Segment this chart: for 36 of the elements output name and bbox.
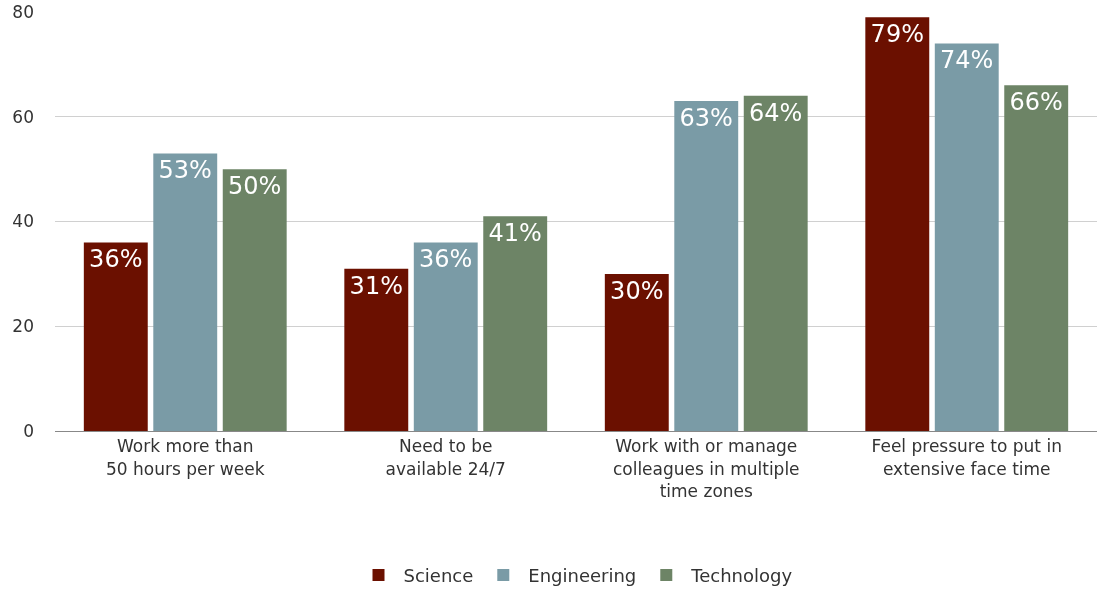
data-label: 74% [940, 46, 994, 75]
x-tick-label: Work with or manage colleagues in multiple time zones [612, 436, 800, 501]
data-label: 53% [158, 156, 212, 185]
bar [483, 216, 548, 431]
bar [153, 153, 218, 431]
data-label: 66% [1009, 88, 1063, 117]
data-label: 30% [610, 276, 664, 305]
bar [1004, 85, 1069, 431]
legend-label: Engineering [528, 564, 637, 586]
x-tick-label: Feel pressure to put in extensive face time [871, 436, 1062, 479]
bar [604, 273, 669, 431]
y-tick-label: 60 [12, 106, 34, 127]
y-tick-label: 0 [23, 420, 34, 441]
legend-label: Technology [690, 564, 793, 586]
bar [83, 242, 148, 431]
bar [934, 43, 999, 431]
bar [413, 242, 478, 431]
y-tick-label: 80 [12, 1, 34, 22]
bar [674, 101, 739, 431]
y-tick-label: 20 [12, 316, 34, 337]
y-tick-label: 40 [12, 211, 34, 232]
data-label: 64% [749, 98, 803, 127]
data-label: 41% [488, 219, 542, 248]
data-label: 63% [679, 104, 733, 133]
bar [344, 268, 409, 431]
bar [743, 95, 808, 431]
data-label: 36% [419, 245, 473, 274]
data-label: 31% [349, 271, 403, 300]
bar [865, 17, 930, 431]
legend-label: Science [403, 564, 474, 586]
data-label: 50% [228, 172, 282, 201]
data-label: 36% [89, 245, 143, 274]
x-tick-label: Need to be available 24/7 [385, 436, 506, 479]
x-tick-label: Work more than 50 hours per week [105, 436, 265, 479]
bar [222, 169, 287, 431]
data-label: 79% [870, 20, 924, 49]
